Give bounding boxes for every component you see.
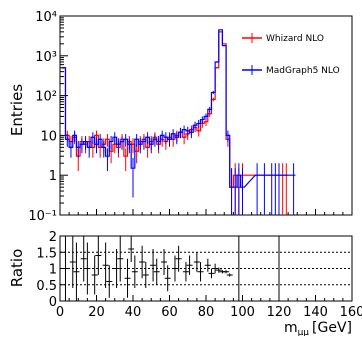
ratio-y-tick-label: 1.5	[36, 246, 57, 261]
ratio-y-ticks: 00.51 1.52	[36, 230, 66, 310]
ratio-y-tick-label: 1	[49, 263, 57, 278]
ratio-x-tick-label: 20	[88, 305, 105, 320]
legend-label-whizard: Whizard NLO	[266, 34, 324, 44]
ratio-x-ticks: 0 20 40 60 80 100 120 140 160	[56, 295, 362, 320]
main-y-tick-label: 10³	[35, 50, 57, 65]
main-y-tick-label: 1	[49, 169, 57, 184]
main-y-tick-label: 10	[40, 129, 57, 144]
legend: Whizard NLO MadGraph5 NLO	[242, 33, 340, 76]
ratio-x-tick-label: 0	[56, 305, 64, 320]
ratio-y-tick-label: 2	[49, 230, 57, 245]
main-y-ticks: 10⁻¹ 1 10 10² 10³ 10⁴	[28, 10, 68, 224]
main-y-tick-label: 10⁴	[35, 10, 57, 25]
ratio-y-axis-label: Ratio	[8, 249, 26, 288]
ratio-panel: 00.511.52 0 20 40 60 80 100 120 140 160 Ratio mμ…	[8, 230, 362, 338]
legend-label-madgraph: MadGraph5 NLO	[266, 66, 340, 76]
ratio-points-group	[62, 236, 280, 301]
x-axis-label: mμμ [GeV]	[284, 320, 352, 336]
ratio-y-tick-label: 0.5	[36, 279, 57, 294]
ratio-x-tick-label: 80	[198, 305, 215, 320]
ratio-y-tick-label: 0	[49, 295, 57, 310]
main-x-ticks	[59, 209, 353, 215]
series-madgraph5-nlo	[61, 29, 296, 215]
ratio-x-tick-label: 100	[230, 305, 255, 320]
main-series-group	[61, 29, 296, 215]
main-y-tick-label: 10²	[35, 90, 57, 105]
ratio-x-tick-label: 140	[303, 305, 328, 320]
series-line	[61, 29, 296, 188]
main-panel: 10⁻¹ 1 10 10² 10³ 10⁴ Entries Whizard NLO Mad…	[8, 10, 353, 224]
main-y-tick-label: 10⁻¹	[28, 209, 57, 224]
ratio-x-tick-label: 160	[340, 305, 362, 320]
ratio-reference-lines	[60, 251, 352, 286]
ratio-x-tick-label: 60	[161, 305, 178, 320]
ratio-x-tick-label: 120	[267, 305, 292, 320]
series-line	[61, 31, 289, 188]
series-whizard-nlo	[61, 31, 289, 215]
ratio-x-tick-label: 40	[125, 305, 142, 320]
main-y-axis-label: Entries	[8, 84, 26, 136]
